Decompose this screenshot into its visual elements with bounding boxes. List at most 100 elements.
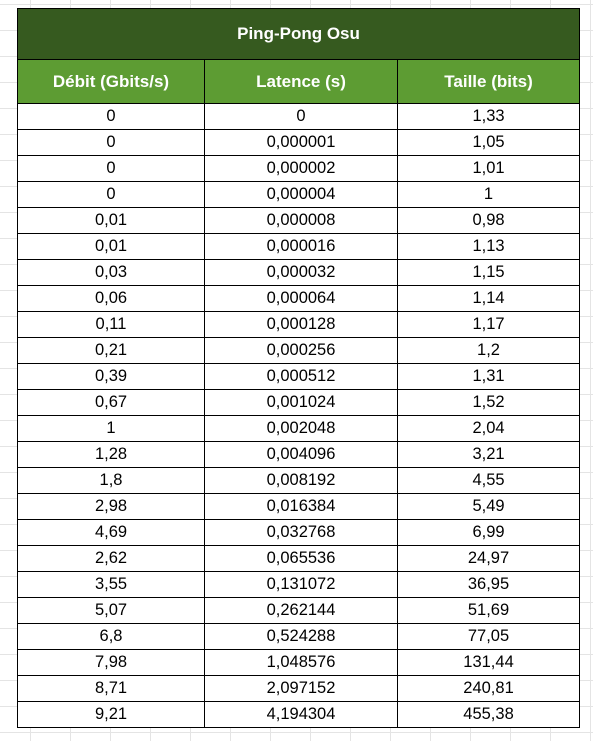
cell-taille[interactable]: 455,38 <box>396 701 581 728</box>
table-row: 0,21 0,000256 1,2 <box>17 337 581 364</box>
cell-latence[interactable]: 0,000256 <box>204 337 398 364</box>
table-row: 3,55 0,131072 36,95 <box>17 571 581 598</box>
cell-taille[interactable]: 1,13 <box>396 233 581 260</box>
cell-taille[interactable]: 1,52 <box>396 389 581 416</box>
table-row: 9,21 4,194304 455,38 <box>17 701 581 728</box>
cell-latence[interactable]: 0,000016 <box>204 233 398 260</box>
cell-taille[interactable]: 2,04 <box>396 415 581 442</box>
cell-latence[interactable]: 0,000032 <box>204 259 398 286</box>
cell-latence[interactable]: 0,032768 <box>204 519 398 546</box>
cell-debit[interactable]: 4,69 <box>17 519 205 546</box>
cell-taille[interactable]: 36,95 <box>396 571 581 598</box>
cell-debit[interactable]: 0 <box>17 181 205 208</box>
cell-latence[interactable]: 2,097152 <box>204 675 398 702</box>
cell-debit[interactable]: 5,07 <box>17 597 205 624</box>
cell-debit[interactable]: 0,06 <box>17 285 205 312</box>
cell-latence[interactable]: 0,000004 <box>204 181 398 208</box>
cell-taille[interactable]: 131,44 <box>396 649 581 676</box>
cell-taille[interactable]: 51,69 <box>396 597 581 624</box>
cell-latence[interactable]: 0,262144 <box>204 597 398 624</box>
cell-latence[interactable]: 0,000128 <box>204 311 398 338</box>
table-row: 2,98 0,016384 5,49 <box>17 493 581 520</box>
cell-taille[interactable]: 1,15 <box>396 259 581 286</box>
cell-taille[interactable]: 1 <box>396 181 581 208</box>
table-row: 4,69 0,032768 6,99 <box>17 519 581 546</box>
cell-debit[interactable]: 0,21 <box>17 337 205 364</box>
table-row: 0,11 0,000128 1,17 <box>17 311 581 338</box>
cell-latence[interactable]: 0,000064 <box>204 285 398 312</box>
table-row: 7,98 1,048576 131,44 <box>17 649 581 676</box>
cell-debit[interactable]: 8,71 <box>17 675 205 702</box>
cell-latence[interactable]: 0,524288 <box>204 623 398 650</box>
cell-latence[interactable]: 0,016384 <box>204 493 398 520</box>
cell-taille[interactable]: 1,2 <box>396 337 581 364</box>
cell-debit[interactable]: 1 <box>17 415 205 442</box>
column-header-taille[interactable]: Taille (bits) <box>396 59 581 104</box>
cell-taille[interactable]: 6,99 <box>396 519 581 546</box>
table-row: 0 0,000001 1,05 <box>17 129 581 156</box>
cell-debit[interactable]: 0 <box>17 129 205 156</box>
cell-debit[interactable]: 1,28 <box>17 441 205 468</box>
table-row: 8,71 2,097152 240,81 <box>17 675 581 702</box>
table-row: 0 0,000004 1 <box>17 181 581 208</box>
cell-debit[interactable]: 0,67 <box>17 389 205 416</box>
cell-latence[interactable]: 0,008192 <box>204 467 398 494</box>
cell-debit[interactable]: 7,98 <box>17 649 205 676</box>
cell-taille[interactable]: 240,81 <box>396 675 581 702</box>
cell-debit[interactable]: 1,8 <box>17 467 205 494</box>
cell-taille[interactable]: 1,01 <box>396 155 581 182</box>
table-row: 0,01 0,000016 1,13 <box>17 233 581 260</box>
cell-debit[interactable]: 2,62 <box>17 545 205 572</box>
cell-taille[interactable]: 4,55 <box>396 467 581 494</box>
cell-latence[interactable]: 0,000002 <box>204 155 398 182</box>
table-row: 6,8 0,524288 77,05 <box>17 623 581 650</box>
cell-debit[interactable]: 0,03 <box>17 259 205 286</box>
cell-latence[interactable]: 0 <box>204 103 398 130</box>
cell-debit[interactable]: 3,55 <box>17 571 205 598</box>
data-table: Ping-Pong Osu Débit (Gbits/s) Latence (s… <box>16 8 581 728</box>
cell-debit[interactable]: 6,8 <box>17 623 205 650</box>
cell-latence[interactable]: 4,194304 <box>204 701 398 728</box>
table-row: 0,39 0,000512 1,31 <box>17 363 581 390</box>
cell-debit[interactable]: 0,11 <box>17 311 205 338</box>
column-header-latence[interactable]: Latence (s) <box>204 59 398 104</box>
table-body: 0 0 1,33 0 0,000001 1,05 0 0,000002 1,01 0 0,00000… <box>17 103 581 728</box>
title-row: Ping-Pong Osu <box>16 8 581 60</box>
cell-taille[interactable]: 1,17 <box>396 311 581 338</box>
cell-latence[interactable]: 0,000008 <box>204 207 398 234</box>
cell-latence[interactable]: 0,001024 <box>204 389 398 416</box>
cell-taille[interactable]: 5,49 <box>396 493 581 520</box>
cell-latence[interactable]: 0,065536 <box>204 545 398 572</box>
table-row: 1,28 0,004096 3,21 <box>17 441 581 468</box>
cell-debit[interactable]: 0 <box>17 155 205 182</box>
cell-taille[interactable]: 0,98 <box>396 207 581 234</box>
cell-debit[interactable]: 2,98 <box>17 493 205 520</box>
table-row: 5,07 0,262144 51,69 <box>17 597 581 624</box>
header-row: Débit (Gbits/s) Latence (s) Taille (bits… <box>17 59 581 104</box>
table-row: 1,8 0,008192 4,55 <box>17 467 581 494</box>
cell-latence[interactable]: 0,000512 <box>204 363 398 390</box>
cell-taille[interactable]: 1,33 <box>396 103 581 130</box>
cell-latence[interactable]: 1,048576 <box>204 649 398 676</box>
cell-taille[interactable]: 24,97 <box>396 545 581 572</box>
cell-taille[interactable]: 1,14 <box>396 285 581 312</box>
cell-taille[interactable]: 3,21 <box>396 441 581 468</box>
table-row: 0 0,000002 1,01 <box>17 155 581 182</box>
cell-latence[interactable]: 0,004096 <box>204 441 398 468</box>
cell-taille[interactable]: 77,05 <box>396 623 581 650</box>
cell-latence[interactable]: 0,002048 <box>204 415 398 442</box>
cell-latence[interactable]: 0,131072 <box>204 571 398 598</box>
cell-debit[interactable]: 0,01 <box>17 233 205 260</box>
table-row: 2,62 0,065536 24,97 <box>17 545 581 572</box>
table-title[interactable]: Ping-Pong Osu <box>16 8 581 60</box>
cell-taille[interactable]: 1,31 <box>396 363 581 390</box>
cell-debit[interactable]: 0,01 <box>17 207 205 234</box>
table-row: 0,01 0,000008 0,98 <box>17 207 581 234</box>
cell-latence[interactable]: 0,000001 <box>204 129 398 156</box>
cell-debit[interactable]: 9,21 <box>17 701 205 728</box>
cell-debit[interactable]: 0,39 <box>17 363 205 390</box>
column-header-debit[interactable]: Débit (Gbits/s) <box>17 59 205 104</box>
cell-debit[interactable]: 0 <box>17 103 205 130</box>
cell-taille[interactable]: 1,05 <box>396 129 581 156</box>
